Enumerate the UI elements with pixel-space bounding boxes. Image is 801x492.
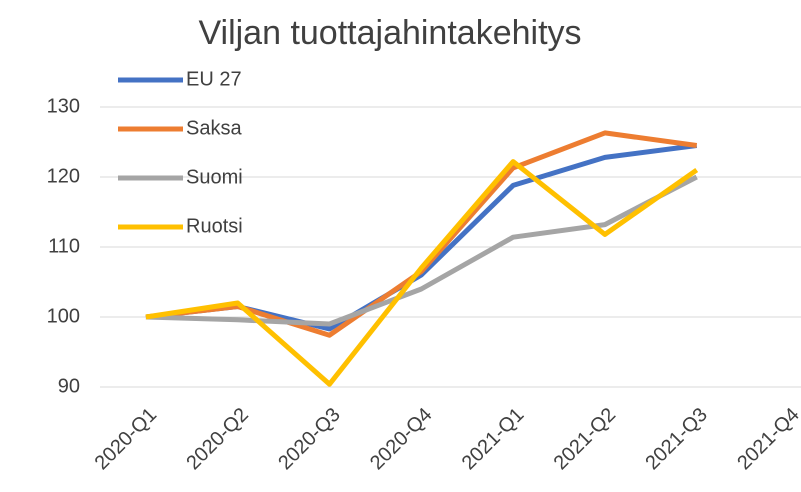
y-tick-label: 110 — [48, 235, 80, 257]
legend-label: Ruotsi — [186, 215, 243, 237]
legend-label: Suomi — [186, 166, 243, 188]
y-tick-label: 90 — [58, 375, 80, 397]
x-tick-label: 2021-Q3 — [641, 404, 712, 475]
x-tick-label: 2021-Q4 — [733, 404, 801, 475]
x-tick-label: 2020-Q2 — [182, 404, 253, 475]
y-tick-label: 120 — [47, 165, 80, 187]
x-tick-label: 2020-Q3 — [274, 404, 345, 475]
x-tick-label: 2021-Q2 — [550, 404, 621, 475]
x-tick-label: 2021-Q1 — [458, 404, 529, 475]
y-tick-label: 130 — [47, 95, 80, 117]
legend-label: Saksa — [186, 117, 242, 139]
series-line — [145, 159, 699, 387]
series-line — [145, 174, 698, 327]
x-tick-label: 2020-Q1 — [91, 404, 162, 475]
chart-title: Viljan tuottajahintakehitys — [198, 14, 581, 52]
legend-label: EU 27 — [186, 68, 242, 90]
x-tick-label: 2020-Q4 — [366, 404, 437, 475]
y-tick-label: 100 — [47, 305, 80, 327]
